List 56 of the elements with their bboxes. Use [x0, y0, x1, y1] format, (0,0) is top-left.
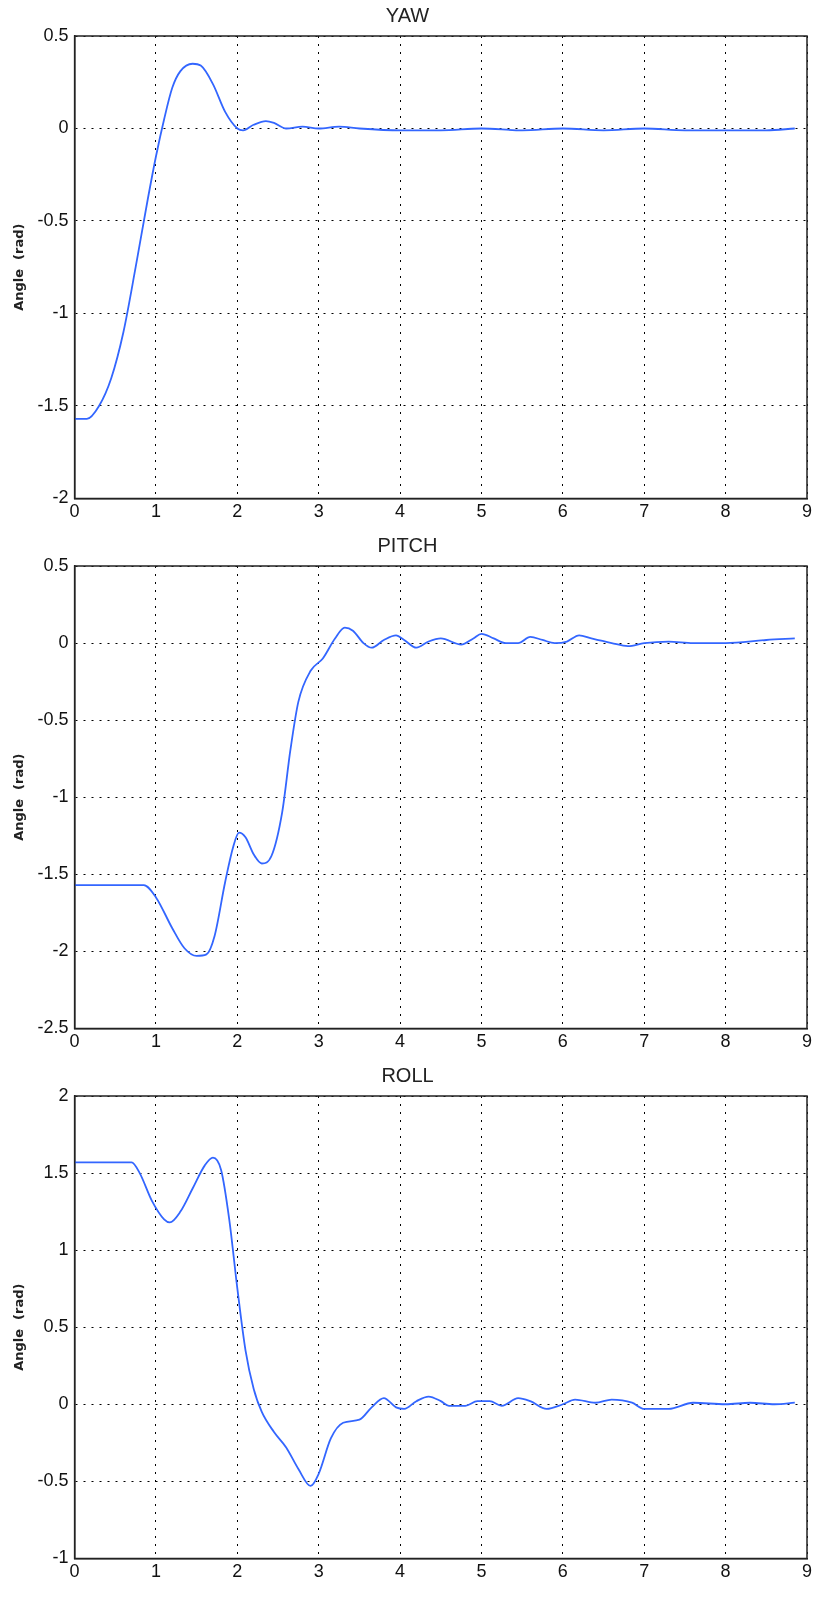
- y-tick-label: -0.5: [37, 1470, 69, 1491]
- line-series: [74, 1156, 796, 1487]
- x-tick-label: 5: [476, 1561, 487, 1582]
- x-tick-label: 2: [232, 501, 243, 522]
- x-tick-label: 9: [801, 1561, 813, 1582]
- x-tick-label: 3: [313, 1561, 324, 1582]
- x-tick-label: 4: [395, 1031, 406, 1052]
- x-tick-label: 6: [557, 1031, 568, 1052]
- x-tick-label: 4: [395, 501, 406, 522]
- y-tick-label: 0: [58, 117, 69, 138]
- x-tick-label: 1: [150, 1561, 161, 1582]
- line-series: [74, 626, 796, 957]
- x-tick-label: 8: [720, 1031, 731, 1052]
- y-tick-label: -1.5: [37, 394, 69, 415]
- y-tick-label: 1: [58, 1239, 69, 1260]
- y-tick-label: 0.5: [43, 24, 69, 45]
- x-tick-label: 9: [801, 501, 813, 522]
- y-tick-label: 0: [58, 632, 69, 653]
- x-tick-label: 6: [557, 501, 568, 522]
- x-tick-label: 7: [639, 1561, 650, 1582]
- x-tick-label: 1: [150, 501, 161, 522]
- y-axis-title: Angle (rad): [11, 1283, 27, 1371]
- x-tick-label: 8: [720, 1561, 731, 1582]
- y-tick-label: 2: [58, 1084, 69, 1105]
- x-tick-label: 7: [639, 501, 650, 522]
- x-tick-label: 5: [476, 501, 487, 522]
- x-tick-label: 6: [557, 1561, 568, 1582]
- y-tick-label: 1.5: [43, 1162, 69, 1183]
- y-tick-label: -1.5: [37, 863, 69, 884]
- x-tick-label: 2: [232, 1031, 243, 1052]
- y-tick-label: -0.5: [37, 209, 69, 230]
- y-tick-label: 0.5: [43, 1316, 69, 1337]
- chart-title: ROLL: [381, 1063, 434, 1086]
- y-tick-label: 0.5: [43, 554, 69, 575]
- x-tick-label: 2: [232, 1561, 243, 1582]
- line-series: [74, 62, 796, 420]
- y-tick-label: 0: [58, 1393, 69, 1414]
- y-tick-label: -1: [52, 1547, 69, 1568]
- y-tick-label: -2: [52, 487, 69, 508]
- y-tick-label: -1: [52, 302, 69, 323]
- x-tick-label: 3: [313, 501, 324, 522]
- chart-title: PITCH: [377, 533, 438, 556]
- y-tick-label: -2: [52, 940, 69, 961]
- y-axis-title: Angle (rad): [11, 223, 27, 311]
- x-tick-label: 3: [313, 1031, 324, 1052]
- y-tick-label: -0.5: [37, 709, 69, 730]
- x-tick-label: 1: [150, 1031, 161, 1052]
- chart-title: YAW: [385, 3, 430, 26]
- x-tick-label: 4: [395, 1561, 406, 1582]
- y-tick-label: -1: [52, 786, 69, 807]
- y-tick-label: -2.5: [37, 1017, 69, 1038]
- x-tick-label: 7: [639, 1031, 650, 1052]
- x-tick-label: 5: [476, 1031, 487, 1052]
- x-tick-label: 9: [801, 1031, 813, 1052]
- y-axis-title: Angle (rad): [11, 753, 27, 841]
- x-tick-label: 8: [720, 501, 731, 522]
